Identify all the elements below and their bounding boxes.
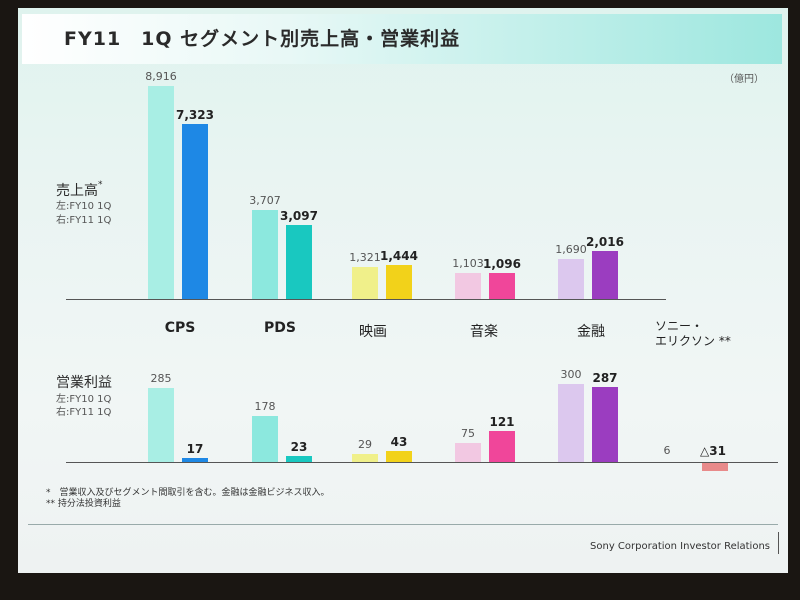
op-value-sony-ericsson-fy11: △31 bbox=[700, 444, 726, 458]
sales-value-pds-fy11: 3,097 bbox=[280, 209, 318, 224]
sales-value-film-fy11: 1,444 bbox=[380, 248, 418, 263]
op-bar-pds-fy10 bbox=[252, 415, 278, 462]
op-value-sony-ericsson-fy10: 6 bbox=[663, 444, 671, 457]
op-legend-cur: 右:FY11 1Q bbox=[56, 407, 112, 418]
op-label: 営業利益 bbox=[56, 375, 112, 391]
category-pds: PDS bbox=[264, 320, 296, 336]
op-bar-financial-fy10 bbox=[558, 384, 584, 462]
sales-bar-music-fy10 bbox=[455, 272, 481, 299]
sales-value-music-fy11: 1,096 bbox=[483, 256, 521, 271]
unit-label: （億円） bbox=[724, 74, 764, 85]
category-cps: CPS bbox=[164, 320, 196, 336]
op-bar-film-fy10 bbox=[352, 454, 378, 462]
sales-bar-cps-fy10 bbox=[148, 86, 174, 299]
sales-bar-financial-fy11 bbox=[592, 250, 618, 299]
op-legend-prev: 左:FY10 1Q bbox=[56, 394, 112, 405]
op-bar-pds-fy11 bbox=[286, 456, 312, 462]
title-band bbox=[22, 14, 782, 64]
sales-label: 売上高* bbox=[56, 180, 103, 199]
op-bar-music-fy11 bbox=[489, 430, 515, 462]
op-value-financial-fy10: 300 bbox=[560, 368, 582, 381]
op-bar-cps-fy11 bbox=[182, 457, 208, 462]
sales-bar-pds-fy10 bbox=[252, 210, 278, 299]
footer-text: Sony Corporation Investor Relations bbox=[590, 541, 770, 552]
sales-bar-pds-fy11 bbox=[286, 225, 312, 299]
op-bar-financial-fy11 bbox=[592, 387, 618, 462]
sales-value-financial-fy10: 1,690 bbox=[555, 242, 587, 256]
op-bar-music-fy10 bbox=[455, 442, 481, 462]
footer-tick bbox=[778, 532, 779, 554]
op-baseline bbox=[66, 462, 778, 463]
category-financial: 金融 bbox=[577, 324, 605, 340]
sales-value-financial-fy11: 2,016 bbox=[586, 234, 624, 249]
op-bar-cps-fy10 bbox=[148, 387, 174, 462]
op-value-film-fy10: 29 bbox=[358, 438, 372, 452]
category-sony-ericsson: ソニー・ エリクソン ** bbox=[655, 319, 731, 348]
op-value-pds-fy11: 23 bbox=[290, 440, 308, 455]
sales-value-film-fy10: 1,321 bbox=[349, 251, 381, 265]
op-value-cps-fy11: 17 bbox=[186, 441, 204, 456]
op-value-film-fy11: 43 bbox=[390, 434, 408, 449]
sales-bar-music-fy11 bbox=[489, 272, 515, 299]
sales-value-cps-fy10: 8,916 bbox=[145, 70, 177, 83]
footnote-1: * 営業収入及びセグメント間取引を含む。金融は金融ビジネス収入。 bbox=[46, 488, 330, 498]
sales-legend-cur: 右:FY11 1Q bbox=[56, 215, 112, 226]
sales-baseline bbox=[66, 299, 666, 300]
sales-legend-prev: 左:FY10 1Q bbox=[56, 201, 112, 212]
op-bar-sony-ericsson-fy11 bbox=[702, 463, 728, 472]
op-value-pds-fy10: 178 bbox=[254, 399, 276, 413]
sales-value-pds-fy10: 3,707 bbox=[249, 194, 281, 208]
footer-line bbox=[28, 524, 778, 525]
op-value-financial-fy11: 287 bbox=[592, 371, 618, 386]
sales-bar-financial-fy10 bbox=[558, 258, 584, 299]
sales-bar-cps-fy11 bbox=[182, 124, 208, 299]
sales-value-music-fy10: 1,103 bbox=[452, 256, 484, 270]
op-bar-film-fy11 bbox=[386, 450, 412, 462]
category-film: 映画 bbox=[359, 324, 387, 340]
sales-value-cps-fy11: 7,323 bbox=[176, 108, 214, 123]
sales-bar-film-fy10 bbox=[352, 267, 378, 299]
op-value-music-fy11: 121 bbox=[489, 414, 515, 429]
sales-bar-film-fy11 bbox=[386, 264, 412, 299]
op-value-music-fy10: 75 bbox=[461, 426, 475, 440]
slide-title: FY11 1Q セグメント別売上高・営業利益 bbox=[64, 28, 461, 50]
op-value-cps-fy10: 285 bbox=[150, 371, 172, 385]
footnote-2: ** 持分法投資利益 bbox=[46, 499, 121, 509]
category-music: 音楽 bbox=[470, 324, 498, 340]
